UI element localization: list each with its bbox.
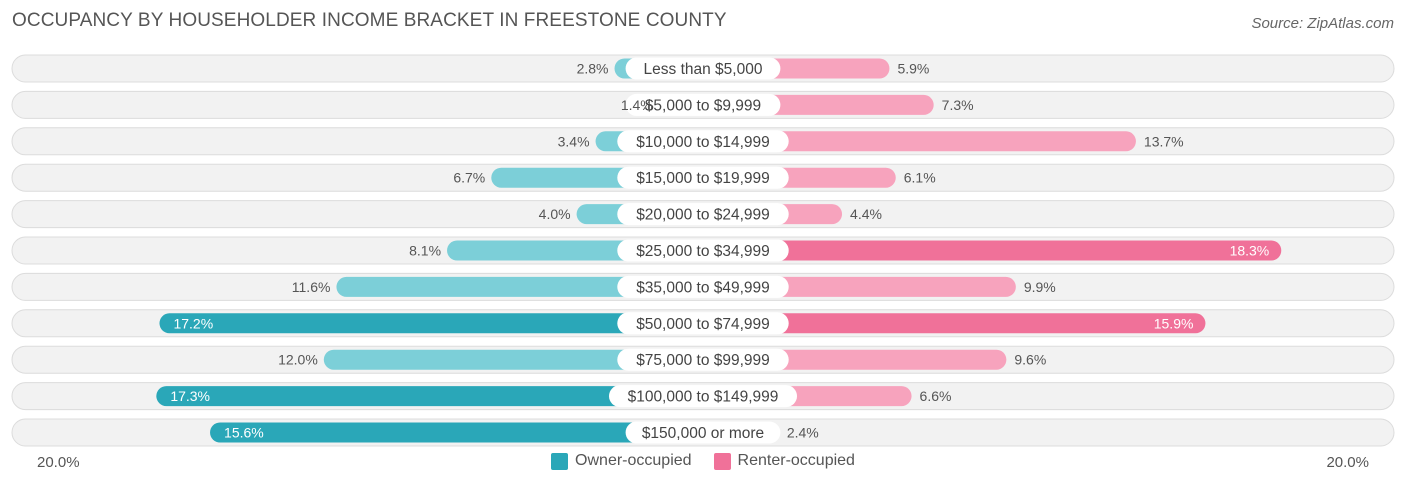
owner-bar [336, 276, 703, 297]
legend-label-renter: Renter-occupied [737, 452, 855, 469]
renter-bar [703, 313, 1206, 334]
owner-value-label: 17.3% [170, 388, 210, 404]
category-label-background [617, 203, 789, 226]
renter-value-label: 9.6% [1014, 352, 1046, 368]
category-label: Less than $5,000 [644, 61, 763, 78]
owner-bar [210, 422, 704, 443]
axis-left-label: 20.0% [37, 454, 80, 471]
category-label: $150,000 or more [642, 425, 764, 442]
owner-bar [159, 313, 704, 334]
chart-title: OCCUPANCY BY HOUSEHOLDER INCOME BRACKET … [12, 10, 727, 31]
owner-value-label: 11.6% [292, 279, 331, 295]
chart-plot: Less than $5,000 2.8% 5.9% $5,000 to $9,999… [11, 54, 1395, 447]
category-label: $100,000 to $149,999 [628, 389, 779, 406]
axis-right-label: 20.0% [1326, 454, 1369, 471]
category-label-background [617, 130, 789, 153]
owner-value-label: 15.6% [224, 425, 264, 441]
renter-value-label: 18.3% [1230, 243, 1270, 259]
source-label: Source: ZipAtlas.com [1251, 15, 1394, 32]
category-label-background [617, 348, 789, 371]
legend-swatch-owner [551, 452, 569, 470]
category-label-background [617, 275, 789, 298]
category-label: $25,000 to $34,999 [636, 243, 770, 260]
category-label-background [617, 166, 789, 189]
category-label: $50,000 to $74,999 [636, 316, 770, 333]
owner-value-label: 3.4% [558, 133, 590, 149]
renter-value-label: 9.9% [1024, 279, 1056, 295]
category-label-background [617, 239, 789, 262]
category-label-background [617, 312, 789, 335]
renter-bar [703, 131, 1136, 152]
legend: Owner-occupied Renter-occupied [0, 452, 1406, 470]
category-label: $75,000 to $99,999 [636, 352, 770, 369]
category-label: $10,000 to $14,999 [636, 134, 770, 151]
category-label: $15,000 to $19,999 [636, 170, 770, 187]
category-label: $20,000 to $24,999 [636, 207, 770, 224]
owner-value-label: 4.0% [539, 206, 571, 222]
owner-value-label: 6.7% [453, 170, 485, 186]
renter-bar [703, 240, 1282, 261]
renter-value-label: 15.9% [1154, 315, 1194, 331]
renter-value-label: 4.4% [850, 206, 882, 222]
legend-swatch-renter [713, 452, 731, 470]
owner-value-label: 8.1% [409, 243, 441, 259]
renter-value-label: 7.3% [942, 97, 974, 113]
owner-value-label: 12.0% [278, 352, 318, 368]
owner-value-label: 17.2% [173, 315, 213, 331]
renter-value-label: 2.4% [787, 425, 819, 441]
category-label-background [625, 421, 781, 444]
category-label-background [625, 57, 781, 80]
owner-value-label: 1.4% [621, 97, 653, 113]
renter-value-label: 13.7% [1144, 133, 1184, 149]
category-label: $35,000 to $49,999 [636, 279, 770, 296]
legend-label-owner: Owner-occupied [575, 452, 692, 469]
owner-value-label: 2.8% [577, 61, 609, 77]
category-label-background [609, 385, 797, 408]
category-label: $5,000 to $9,999 [645, 97, 761, 114]
owner-bar [323, 349, 703, 370]
legend-item-owner: Owner-occupied [551, 452, 692, 470]
category-label-background [625, 93, 781, 116]
legend-item-renter: Renter-occupied [713, 452, 855, 470]
renter-value-label: 5.9% [897, 61, 929, 77]
renter-value-label: 6.1% [904, 170, 936, 186]
renter-value-label: 6.6% [920, 388, 952, 404]
owner-bar [156, 386, 703, 407]
